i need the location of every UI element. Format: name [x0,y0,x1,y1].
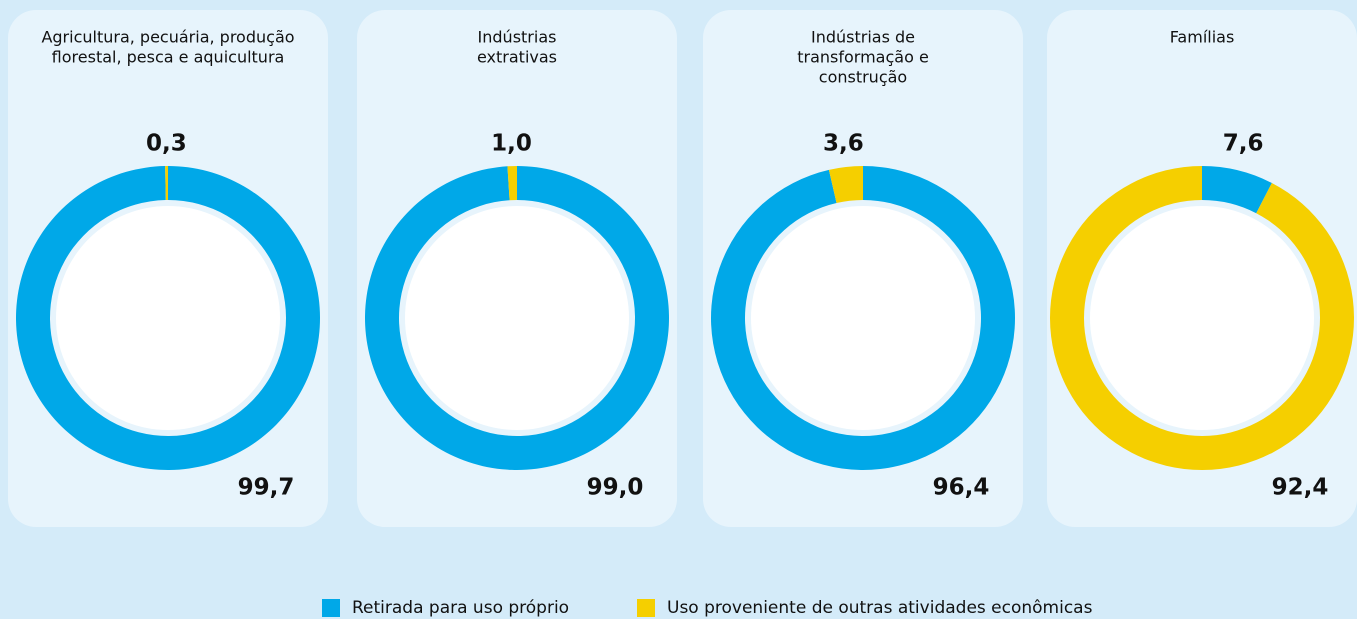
legend-swatch [322,599,340,617]
value-label: 0,3 [146,131,187,157]
donut-slice [165,166,168,201]
donut-hole [1090,206,1314,430]
panel-title: Agricultura, pecuária, produção [41,28,294,47]
panel-title: transformação e [797,48,929,67]
donut-hole [56,206,280,430]
donut-slice [507,166,517,201]
value-label: 92,4 [1272,475,1329,501]
donut-hole [405,206,629,430]
donut-slice [1202,166,1272,214]
panel-title: construção [819,68,907,87]
value-label: 3,6 [823,131,864,157]
panel-title: Famílias [1170,28,1235,47]
panel-title: extrativas [477,48,557,67]
value-label: 99,0 [587,475,644,501]
legend-swatch [637,599,655,617]
value-label: 1,0 [491,131,532,157]
legend-label: Retirada para uso próprio [352,598,569,618]
donut-slice [828,166,863,204]
panel-title: Indústrias [478,28,557,47]
value-label: 7,6 [1223,131,1264,157]
value-label: 99,7 [238,475,295,501]
donut-hole [751,206,975,430]
value-label: 96,4 [933,475,990,501]
legend-label: Uso proveniente de outras atividades eco… [667,598,1093,618]
panel-title: Indústrias de [811,28,915,47]
panel-title: florestal, pesca e aquicultura [52,48,285,67]
